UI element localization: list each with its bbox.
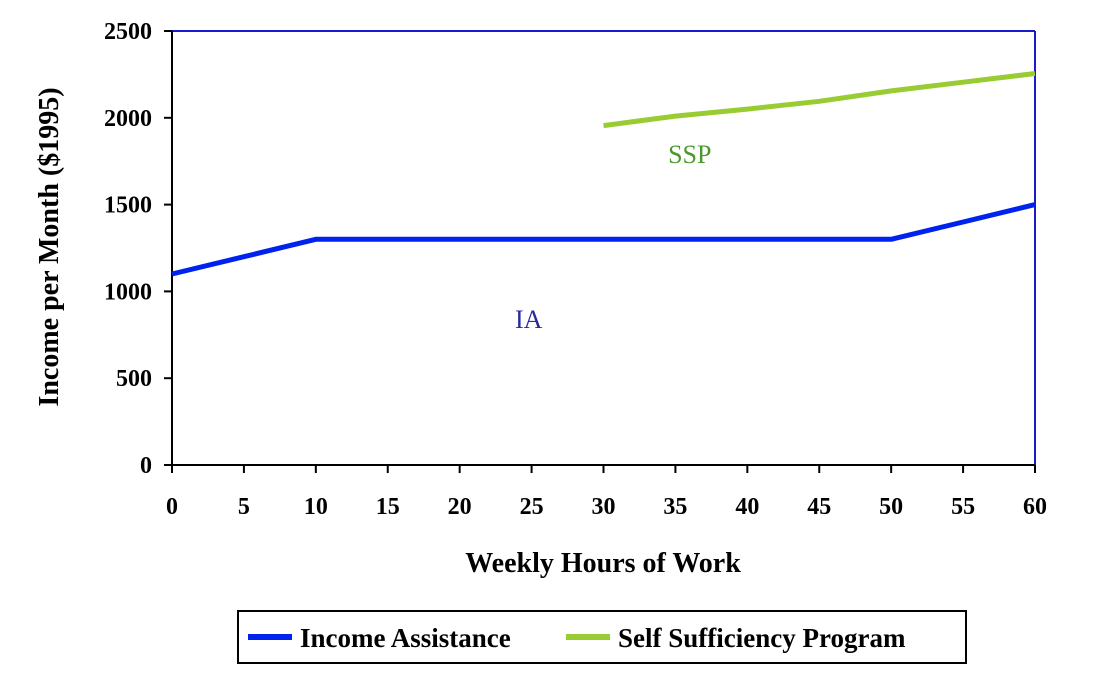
x-tick-label-45: 45: [807, 494, 831, 520]
legend-label-self-sufficiency-program: Self Sufficiency Program: [618, 623, 906, 653]
x-tick-label-0: 0: [166, 494, 178, 520]
annotation-ia: IA: [515, 305, 543, 334]
legend: Income Assistance Self Sufficiency Progr…: [237, 610, 967, 664]
x-tick-label-5: 5: [238, 494, 250, 520]
y-tick-label-1000: 1000: [104, 279, 152, 305]
y-tick-label-1500: 1500: [104, 193, 152, 219]
x-axis-title: Weekly Hours of Work: [465, 548, 741, 579]
legend-label-income-assistance: Income Assistance: [300, 623, 511, 653]
x-tick-label-40: 40: [735, 494, 759, 520]
x-tick-label-60: 60: [1023, 494, 1047, 520]
y-tick-label-2500: 2500: [104, 19, 152, 45]
y-tick-label-500: 500: [116, 366, 152, 392]
x-tick-label-50: 50: [879, 494, 903, 520]
x-tick-label-35: 35: [663, 494, 687, 520]
y-tick-label-2000: 2000: [104, 106, 152, 132]
x-tick-label-55: 55: [951, 494, 975, 520]
x-tick-label-15: 15: [376, 494, 400, 520]
x-tick-label-10: 10: [304, 494, 328, 520]
annotation-ssp: SSP: [668, 140, 711, 169]
series-line-self-sufficiency-program: [603, 71, 1036, 129]
x-tick-label-20: 20: [448, 494, 472, 520]
x-tick-label-25: 25: [520, 494, 544, 520]
y-tick-label-0: 0: [140, 453, 152, 479]
y-axis-title: Income per Month ($1995): [34, 87, 65, 406]
series-line-income-assistance: [171, 202, 1036, 277]
x-tick-label-30: 30: [592, 494, 616, 520]
